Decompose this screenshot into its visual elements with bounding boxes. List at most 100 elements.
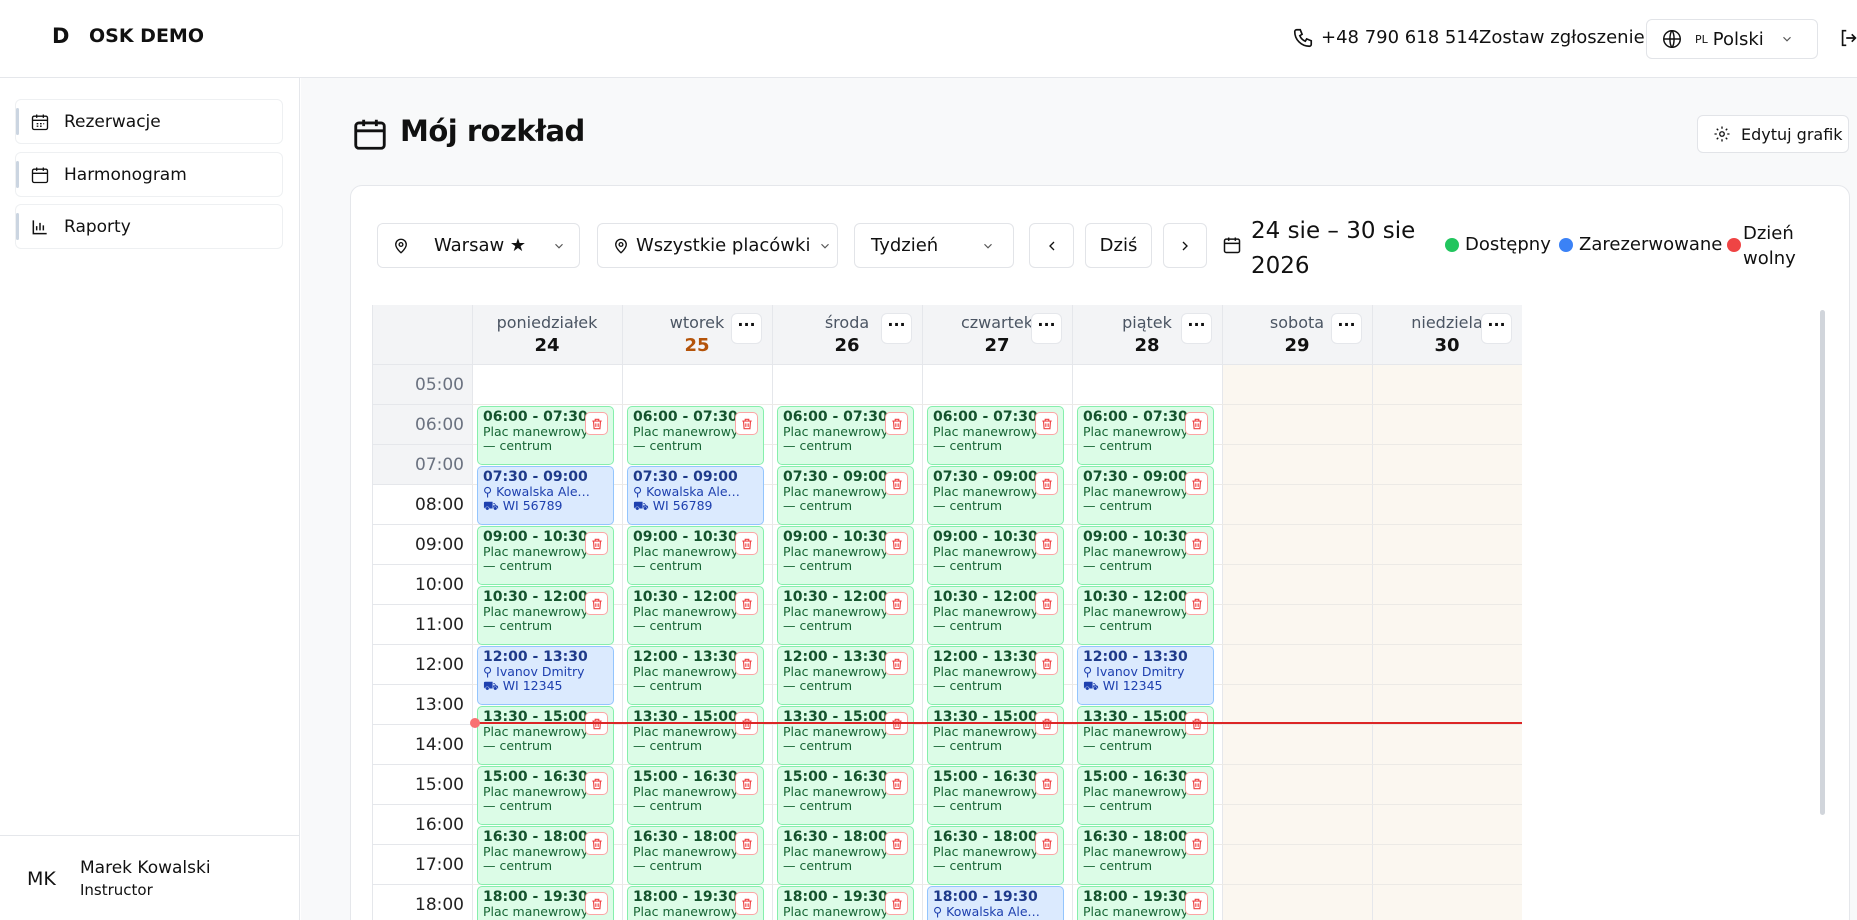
delete-button[interactable] [1035,532,1058,555]
event[interactable]: 16:30 - 18:00 Plac manewrowy — centrum [477,826,614,885]
delete-button[interactable] [1185,892,1208,915]
delete-button[interactable] [1185,532,1208,555]
event[interactable]: 13:30 - 15:00 Plac manewrowy — centrum [927,706,1064,765]
delete-button[interactable] [885,832,908,855]
event[interactable]: 09:00 - 10:30 Plac manewrowy — centrum [477,526,614,585]
event[interactable]: 06:00 - 07:30 Plac manewrowy — centrum [777,406,914,465]
delete-button[interactable] [885,892,908,915]
delete-button[interactable] [585,772,608,795]
delete-button[interactable] [735,892,758,915]
delete-button[interactable] [885,412,908,435]
branch-select[interactable]: Wszystkie placówki [597,223,838,268]
delete-button[interactable] [885,532,908,555]
event[interactable]: 10:30 - 12:00 Plac manewrowy — centrum [1077,586,1214,645]
event[interactable]: 18:00 - 19:30 Plac manewrowy [477,886,614,920]
delete-button[interactable] [885,652,908,675]
event[interactable]: 10:30 - 12:00 Plac manewrowy — centrum [477,586,614,645]
event[interactable]: 15:00 - 16:30 Plac manewrowy — centrum [1077,766,1214,825]
event[interactable]: 06:00 - 07:30 Plac manewrowy — centrum [1077,406,1214,465]
delete-button[interactable] [1185,412,1208,435]
event[interactable]: 18:00 - 19:30⚲ Kowalska Alexan… [927,886,1064,920]
event[interactable]: 07:30 - 09:00⚲ Kowalska Alexan…⛟ WI 5678… [627,466,764,525]
nav-item[interactable]: Raporty [15,204,283,249]
nav-item[interactable]: Harmonogram [15,152,283,197]
event[interactable]: 13:30 - 15:00 Plac manewrowy — centrum [777,706,914,765]
event[interactable]: 06:00 - 07:30 Plac manewrowy — centrum [627,406,764,465]
event[interactable]: 09:00 - 10:30 Plac manewrowy — centrum [927,526,1064,585]
event[interactable]: 12:00 - 13:30 Plac manewrowy — centrum [777,646,914,705]
event[interactable]: 12:00 - 13:30 ⚲ Ivanov Dmitry ⛟ WI 12345 [477,646,614,705]
edit-button[interactable]: Edytuj grafik [1697,115,1849,153]
event[interactable]: 15:00 - 16:30 Plac manewrowy — centrum [777,766,914,825]
logout-icon[interactable] [1838,27,1857,49]
delete-button[interactable] [1035,832,1058,855]
event[interactable]: 07:30 - 09:00 Plac manewrowy — centrum [927,466,1064,525]
delete-button[interactable] [885,772,908,795]
delete-button[interactable] [735,832,758,855]
location-select[interactable]: Warsaw ★ [377,223,580,268]
delete-button[interactable] [735,532,758,555]
day-menu[interactable]: ··· [1031,313,1062,344]
today-button[interactable]: Dziś [1085,223,1152,268]
event[interactable]: 09:00 - 10:30 Plac manewrowy — centrum [1077,526,1214,585]
delete-button[interactable] [1035,412,1058,435]
day-menu[interactable]: ··· [881,313,912,344]
delete-button[interactable] [585,892,608,915]
event[interactable]: 10:30 - 12:00 Plac manewrowy — centrum [627,586,764,645]
event[interactable]: 09:00 - 10:30 Plac manewrowy — centrum [627,526,764,585]
event[interactable]: 06:00 - 07:30 Plac manewrowy — centrum [927,406,1064,465]
event[interactable]: 18:00 - 19:30 Plac manewrowy [627,886,764,920]
event[interactable]: 12:00 - 13:30 Plac manewrowy — centrum [627,646,764,705]
event[interactable]: 13:30 - 15:00 Plac manewrowy — centrum [1077,706,1214,765]
event[interactable]: 13:30 - 15:00 Plac manewrowy — centrum [477,706,614,765]
delete-button[interactable] [885,472,908,495]
phone[interactable]: +48 790 618 514 [1321,27,1480,48]
event[interactable]: 16:30 - 18:00 Plac manewrowy — centrum [777,826,914,885]
day-menu[interactable]: ··· [1481,313,1512,344]
event[interactable]: 10:30 - 12:00 Plac manewrowy — centrum [777,586,914,645]
event[interactable]: 06:00 - 07:30 Plac manewrowy — centrum [477,406,614,465]
event[interactable]: 09:00 - 10:30 Plac manewrowy — centrum [777,526,914,585]
delete-button[interactable] [585,832,608,855]
delete-button[interactable] [1035,772,1058,795]
event[interactable]: 15:00 - 16:30 Plac manewrowy — centrum [927,766,1064,825]
delete-button[interactable] [1035,652,1058,675]
prev-button[interactable] [1029,223,1074,268]
delete-button[interactable] [585,412,608,435]
event[interactable]: 13:30 - 15:00 Plac manewrowy — centrum [627,706,764,765]
day-menu[interactable]: ··· [731,313,762,344]
event[interactable]: 18:00 - 19:30 Plac manewrowy [777,886,914,920]
event[interactable]: 15:00 - 16:30 Plac manewrowy — centrum [477,766,614,825]
event[interactable]: 15:00 - 16:30 Plac manewrowy — centrum [627,766,764,825]
cta[interactable]: Zostaw zgłoszenie [1479,27,1645,48]
day-menu[interactable]: ··· [1181,313,1212,344]
event[interactable]: 07:30 - 09:00 Plac manewrowy — centrum [777,466,914,525]
delete-button[interactable] [1185,472,1208,495]
delete-button[interactable] [735,772,758,795]
event[interactable]: 07:30 - 09:00⚲ Kowalska Alexan…⛟ WI 5678… [477,466,614,525]
delete-button[interactable] [735,592,758,615]
brand[interactable]: OSK DEMO [89,25,204,47]
day-menu[interactable]: ··· [1331,313,1362,344]
delete-button[interactable] [1185,832,1208,855]
event[interactable]: 16:30 - 18:00 Plac manewrowy — centrum [627,826,764,885]
view-select[interactable]: Tydzień [854,223,1014,268]
event[interactable]: 16:30 - 18:00 Plac manewrowy — centrum [1077,826,1214,885]
delete-button[interactable] [1035,472,1058,495]
delete-button[interactable] [585,592,608,615]
next-button[interactable] [1163,223,1207,268]
delete-button[interactable] [1185,592,1208,615]
delete-button[interactable] [1035,592,1058,615]
delete-button[interactable] [735,412,758,435]
event[interactable]: 12:00 - 13:30 Plac manewrowy — centrum [927,646,1064,705]
nav-item[interactable]: Rezerwacje [15,99,283,144]
event[interactable]: 16:30 - 18:00 Plac manewrowy — centrum [927,826,1064,885]
delete-button[interactable] [585,532,608,555]
delete-button[interactable] [1185,772,1208,795]
language-select[interactable]: PL Polski [1646,19,1818,59]
delete-button[interactable] [885,592,908,615]
event[interactable]: 07:30 - 09:00 Plac manewrowy — centrum [1077,466,1214,525]
event[interactable]: 12:00 - 13:30 ⚲ Ivanov Dmitry ⛟ WI 12345 [1077,646,1214,705]
delete-button[interactable] [735,652,758,675]
event[interactable]: 10:30 - 12:00 Plac manewrowy — centrum [927,586,1064,645]
